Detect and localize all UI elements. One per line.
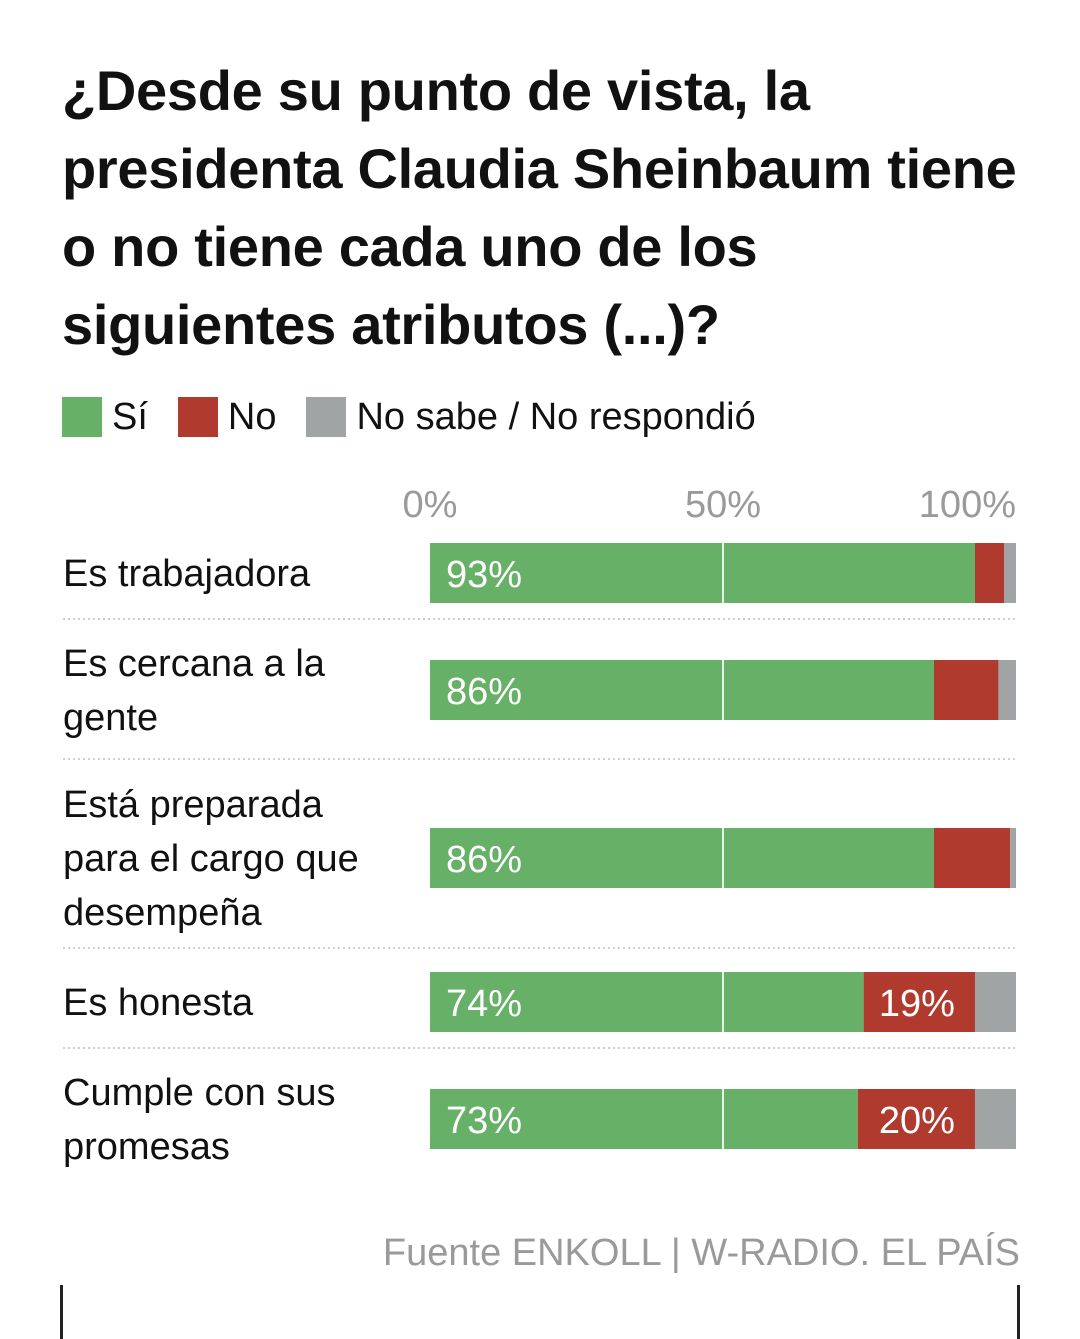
- bar-segment: [933, 828, 1011, 888]
- bar-segment: [430, 1089, 858, 1149]
- bar-value-label: 86%: [446, 671, 522, 713]
- x-tick-label: 100%: [919, 484, 1016, 526]
- legend-item: Sí: [62, 396, 148, 439]
- legend-swatch: [62, 397, 102, 437]
- frame-edge-right: [1017, 1285, 1020, 1339]
- bar-segment: [1004, 543, 1016, 603]
- bar-value-label: 20%: [879, 1100, 955, 1142]
- bar-segment: [974, 972, 1016, 1032]
- x-tick-label: 0%: [403, 484, 458, 526]
- bar-segment: [430, 543, 975, 603]
- category-label: Es trabajadora: [63, 553, 311, 595]
- category-label: Cumple con sus: [63, 1072, 335, 1114]
- category-label: para el cargo que: [63, 838, 359, 880]
- legend-label: No sabe / No respondió: [356, 395, 756, 438]
- bar-segment: [863, 972, 975, 1032]
- source-note: Fuente ENKOLL | W-RADIO. EL PAÍS: [382, 1232, 1020, 1274]
- legend: Sí No No sabe / No respondió: [62, 392, 786, 442]
- legend-item: No: [177, 395, 277, 439]
- legend-item: No sabe / No respondió: [306, 395, 756, 439]
- legend-label: Sí: [112, 395, 148, 438]
- bar-segment: [998, 660, 1016, 720]
- bar-segment: [430, 828, 934, 888]
- bar-segment: [974, 543, 1005, 603]
- bar-value-label: 74%: [446, 983, 522, 1025]
- legend-swatch: [177, 397, 218, 437]
- frame-edge-left: [60, 1285, 63, 1339]
- category-label: Es cercana a la: [63, 643, 326, 685]
- chart-title: ¿Desde su punto de vista, la presidenta …: [62, 59, 1017, 356]
- category-label: desempeña: [63, 892, 262, 934]
- legend-swatch: [306, 397, 347, 437]
- category-label: Está preparada: [63, 784, 324, 826]
- bar-segment: [974, 1089, 1016, 1149]
- bar-value-label: 19%: [879, 983, 955, 1025]
- legend-label: No: [227, 395, 277, 438]
- category-label: gente: [63, 697, 158, 739]
- x-tick-label: 50%: [685, 484, 761, 526]
- bar-value-label: 93%: [446, 554, 522, 596]
- bar-segment: [857, 1089, 975, 1149]
- category-label: promesas: [63, 1126, 230, 1168]
- bar-segment: [430, 972, 864, 1032]
- bar-segment: [933, 660, 999, 720]
- bar-segment: [1010, 828, 1016, 888]
- category-label: Es honesta: [63, 982, 254, 1024]
- bar-segment: [430, 660, 934, 720]
- bar-value-label: 73%: [446, 1100, 522, 1142]
- bar-value-label: 86%: [446, 839, 522, 881]
